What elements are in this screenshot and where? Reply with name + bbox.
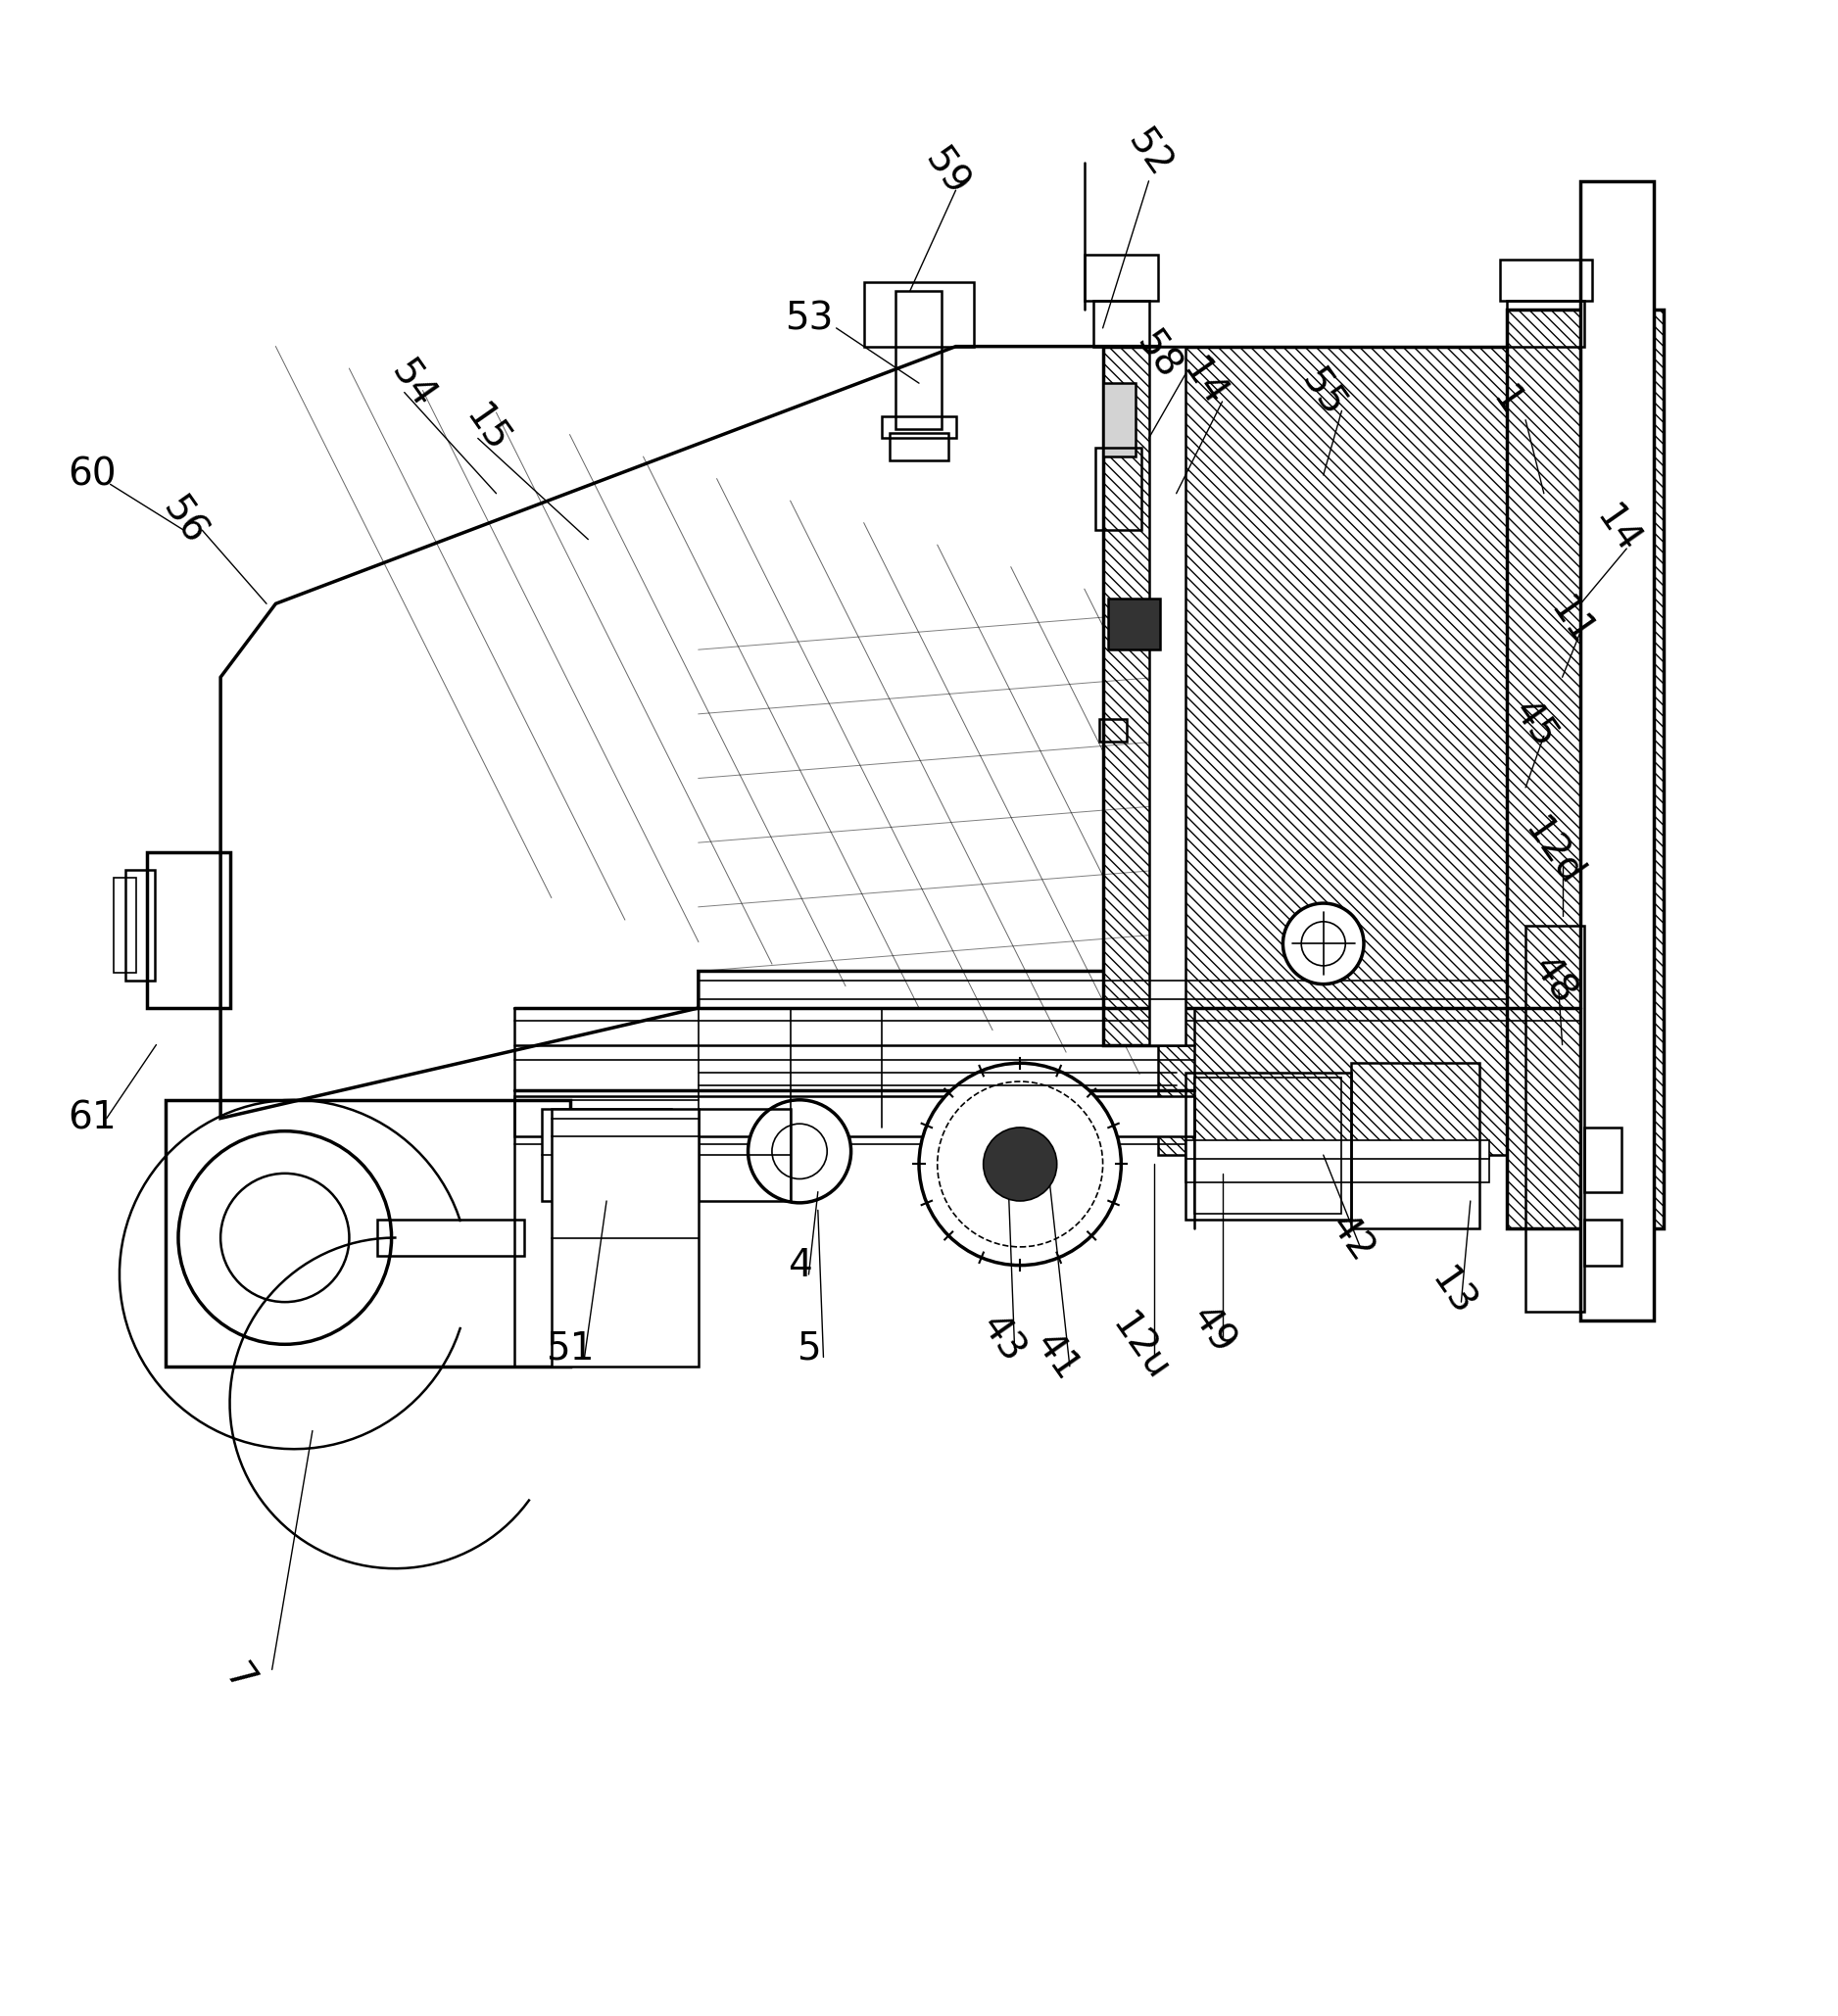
- Text: 11: 11: [1542, 591, 1601, 653]
- Bar: [515, 1097, 1195, 1137]
- Text: 58: 58: [1129, 325, 1187, 387]
- Bar: [1158, 1008, 1526, 1155]
- Bar: [698, 1109, 790, 1202]
- Text: 42: 42: [1322, 1208, 1380, 1268]
- Bar: [1584, 1220, 1621, 1266]
- Bar: [1500, 260, 1592, 300]
- Circle shape: [919, 1062, 1121, 1266]
- Bar: [1103, 383, 1136, 458]
- Text: 61: 61: [68, 1099, 116, 1137]
- Bar: [125, 871, 154, 980]
- Bar: [1084, 254, 1158, 300]
- Bar: [1351, 1062, 1480, 1228]
- Bar: [147, 853, 230, 1008]
- Text: 55: 55: [1294, 363, 1353, 423]
- Text: 4: 4: [787, 1246, 812, 1284]
- Bar: [377, 1220, 524, 1256]
- Text: 43: 43: [972, 1308, 1031, 1369]
- Bar: [1584, 1127, 1621, 1191]
- Bar: [895, 290, 941, 429]
- Text: 54: 54: [384, 353, 443, 413]
- Bar: [1103, 347, 1581, 1044]
- Text: 45: 45: [1505, 694, 1564, 754]
- Bar: [1094, 300, 1149, 347]
- Bar: [1526, 925, 1584, 1310]
- Bar: [1186, 1141, 1489, 1159]
- Bar: [1149, 347, 1186, 1044]
- Text: 14: 14: [1174, 353, 1233, 413]
- Bar: [1095, 448, 1141, 530]
- Text: 5: 5: [796, 1329, 822, 1367]
- Circle shape: [748, 1101, 851, 1204]
- Text: 1: 1: [1485, 381, 1529, 421]
- Bar: [114, 877, 136, 974]
- Text: 13: 13: [1423, 1262, 1481, 1322]
- Bar: [864, 282, 974, 347]
- Bar: [882, 415, 956, 437]
- Text: 52: 52: [1119, 123, 1178, 183]
- Text: 49: 49: [1184, 1298, 1242, 1361]
- Text: 56: 56: [154, 490, 213, 552]
- Bar: [542, 1109, 671, 1202]
- Text: 12u: 12u: [1103, 1308, 1176, 1389]
- Text: 48: 48: [1524, 950, 1583, 1010]
- Circle shape: [983, 1127, 1057, 1202]
- Bar: [1507, 300, 1584, 347]
- Text: 59: 59: [917, 141, 976, 202]
- Bar: [1099, 720, 1127, 742]
- Bar: [1186, 1073, 1351, 1220]
- Text: 7: 7: [217, 1657, 261, 1699]
- Circle shape: [178, 1131, 391, 1345]
- Text: 41: 41: [1027, 1327, 1086, 1387]
- Bar: [1195, 1079, 1342, 1214]
- Bar: [890, 433, 948, 460]
- Polygon shape: [221, 347, 1158, 1119]
- Text: 60: 60: [68, 456, 116, 494]
- Bar: [1581, 181, 1654, 1320]
- Bar: [1108, 599, 1160, 649]
- Bar: [1186, 1155, 1489, 1183]
- Bar: [1507, 310, 1663, 1228]
- Bar: [165, 1101, 570, 1367]
- Circle shape: [1283, 903, 1364, 984]
- Text: 12d: 12d: [1516, 810, 1590, 893]
- Text: 14: 14: [1588, 500, 1647, 560]
- Text: 53: 53: [785, 300, 833, 337]
- Text: 51: 51: [546, 1329, 594, 1367]
- Bar: [551, 1109, 698, 1367]
- Text: 15: 15: [458, 399, 516, 460]
